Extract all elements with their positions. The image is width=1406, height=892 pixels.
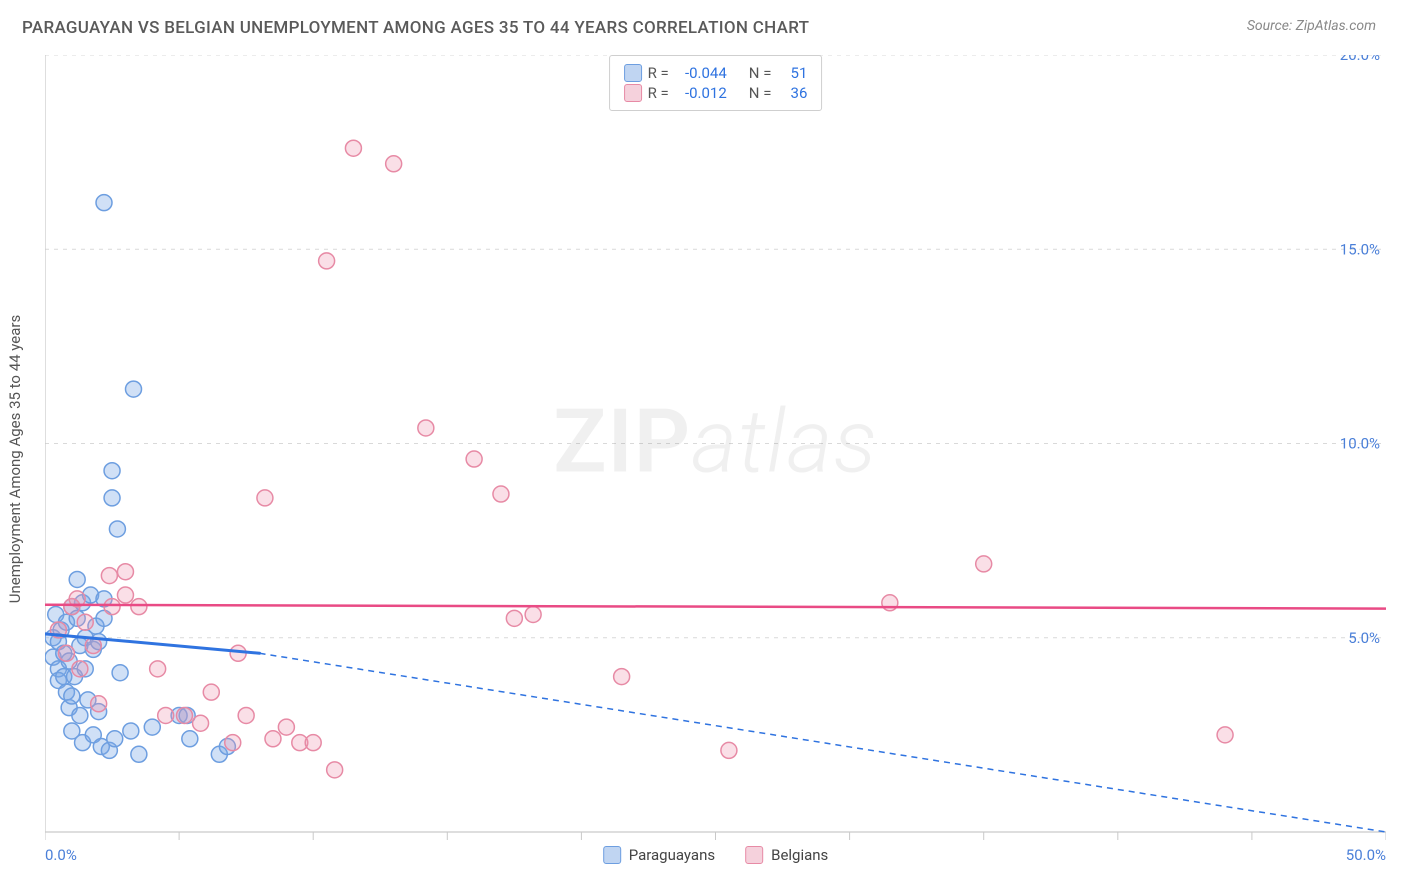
- legend-item: Belgians: [745, 846, 828, 864]
- data-point: [182, 731, 198, 747]
- data-point: [305, 735, 321, 751]
- data-point: [386, 156, 402, 172]
- data-point: [158, 707, 174, 723]
- data-point: [176, 707, 192, 723]
- data-point: [91, 696, 107, 712]
- scatter-plot: 5.0% 10.0% 15.0% 20.0% 0.0% 50.0%: [45, 55, 1386, 862]
- data-point: [107, 731, 123, 747]
- data-point: [101, 568, 117, 584]
- data-point: [614, 669, 630, 685]
- x-tick-label: 50.0%: [1346, 846, 1386, 862]
- legend-item: Paraguayans: [603, 846, 715, 864]
- data-point: [69, 571, 85, 587]
- legend-swatch: [624, 84, 642, 102]
- data-point: [117, 564, 133, 580]
- stats-row: R = -0.012 N = 36: [624, 84, 808, 102]
- data-point: [238, 707, 254, 723]
- chart-area: Unemployment Among Ages 35 to 44 years 5…: [45, 55, 1386, 862]
- stats-row: R = -0.044 N = 51: [624, 64, 808, 82]
- data-point: [96, 195, 112, 211]
- data-point: [327, 762, 343, 778]
- stat-n-value: 36: [777, 84, 807, 102]
- chart-title: PARAGUAYAN VS BELGIAN UNEMPLOYMENT AMONG…: [22, 18, 809, 38]
- stat-r-value: -0.044: [675, 64, 727, 82]
- data-point: [203, 684, 219, 700]
- legend-swatch: [624, 64, 642, 82]
- data-point: [117, 587, 133, 603]
- data-point: [257, 490, 273, 506]
- trend-line: [45, 605, 1386, 609]
- data-point: [112, 665, 128, 681]
- data-point: [72, 661, 88, 677]
- legend-swatch: [603, 846, 621, 864]
- legend-label: Belgians: [771, 846, 828, 864]
- data-point: [150, 661, 166, 677]
- legend-label: Paraguayans: [629, 846, 715, 864]
- x-tick-label: 0.0%: [45, 846, 77, 862]
- trend-line-dashed: [260, 653, 1386, 832]
- stat-n-label: N =: [749, 84, 772, 102]
- data-point: [418, 420, 434, 436]
- data-point: [721, 742, 737, 758]
- data-point: [345, 140, 361, 156]
- data-point: [976, 556, 992, 572]
- y-tick-label: 15.0%: [1340, 240, 1380, 258]
- data-point: [123, 723, 139, 739]
- data-point: [72, 707, 88, 723]
- stat-n-value: 51: [777, 64, 807, 82]
- y-tick-label: 20.0%: [1340, 55, 1380, 64]
- data-point: [493, 486, 509, 502]
- y-tick-label: 10.0%: [1340, 435, 1380, 453]
- source-attribution: Source: ZipAtlas.com: [1247, 18, 1376, 34]
- data-point: [126, 381, 142, 397]
- data-point: [193, 715, 209, 731]
- data-point: [319, 253, 335, 269]
- data-point: [109, 521, 125, 537]
- data-point: [104, 490, 120, 506]
- data-point: [64, 688, 80, 704]
- stat-r-value: -0.012: [675, 84, 727, 102]
- data-point: [466, 451, 482, 467]
- stat-r-label: R =: [648, 64, 669, 82]
- data-point: [131, 599, 147, 615]
- data-point: [506, 610, 522, 626]
- data-point: [77, 614, 93, 630]
- data-point: [104, 463, 120, 479]
- data-point: [144, 719, 160, 735]
- y-tick-label: 5.0%: [1348, 629, 1380, 647]
- correlation-stats-legend: R = -0.044 N = 51 R = -0.012 N = 36: [609, 55, 823, 111]
- data-point: [58, 645, 74, 661]
- data-point: [225, 735, 241, 751]
- stat-n-label: N =: [749, 64, 772, 82]
- legend-swatch: [745, 846, 763, 864]
- data-point: [1217, 727, 1233, 743]
- data-point: [104, 599, 120, 615]
- y-axis-label: Unemployment Among Ages 35 to 44 years: [6, 314, 24, 602]
- data-point: [131, 746, 147, 762]
- data-point: [278, 719, 294, 735]
- stat-r-label: R =: [648, 84, 669, 102]
- series-legend: Paraguayans Belgians: [603, 846, 829, 864]
- data-point: [525, 606, 541, 622]
- data-point: [265, 731, 281, 747]
